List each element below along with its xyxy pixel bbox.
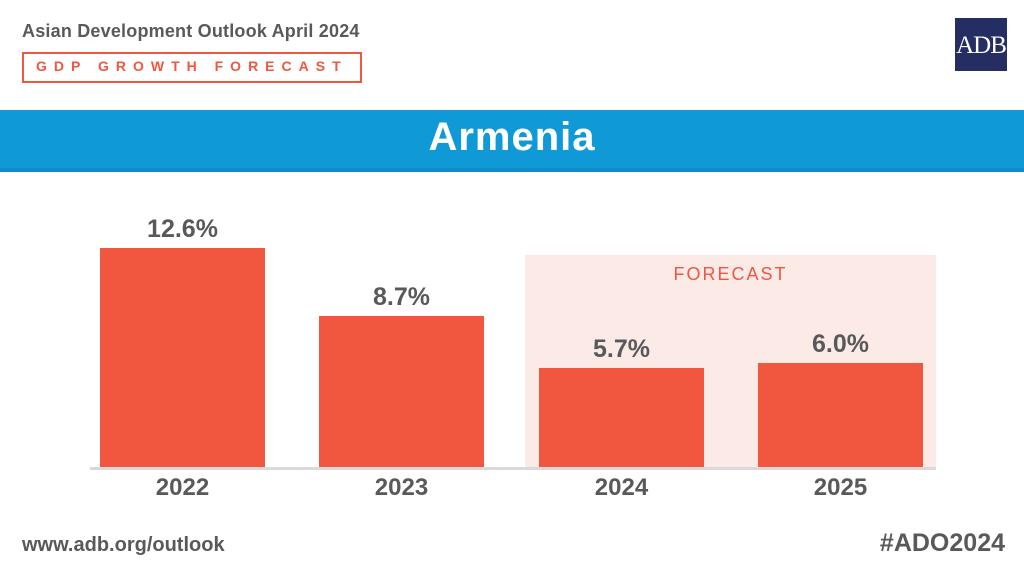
footer-hashtag: #ADO2024	[879, 529, 1005, 557]
bar-2023	[319, 316, 484, 467]
forecast-label: FORECAST	[673, 264, 788, 284]
value-label-2024: 5.7%	[593, 335, 650, 363]
bar-2022	[100, 248, 265, 467]
value-label-2023: 8.7%	[373, 283, 430, 311]
bar-2024	[539, 368, 704, 467]
value-label-2025: 6.0%	[812, 330, 869, 358]
country-title: Armenia	[428, 114, 596, 159]
report-title: Asian Development Outlook April 2024	[22, 21, 360, 41]
year-label-2023: 2023	[374, 474, 429, 501]
bar-2025	[758, 363, 923, 467]
footer-url: www.adb.org/outlook	[22, 534, 225, 556]
year-label-2022: 2022	[155, 474, 210, 501]
year-label-2024: 2024	[594, 474, 649, 501]
x-axis-line	[90, 467, 936, 470]
value-label-2022: 12.6%	[147, 215, 218, 243]
adb-logo-text: ADB	[956, 31, 1007, 59]
series-badge: GDP GROWTH FORECAST	[22, 52, 362, 83]
series-badge-label: GDP GROWTH FORECAST	[36, 58, 348, 74]
country-title-band: Armenia	[0, 110, 1024, 172]
adb-logo: ADB	[955, 18, 1007, 71]
year-label-2025: 2025	[813, 474, 868, 501]
